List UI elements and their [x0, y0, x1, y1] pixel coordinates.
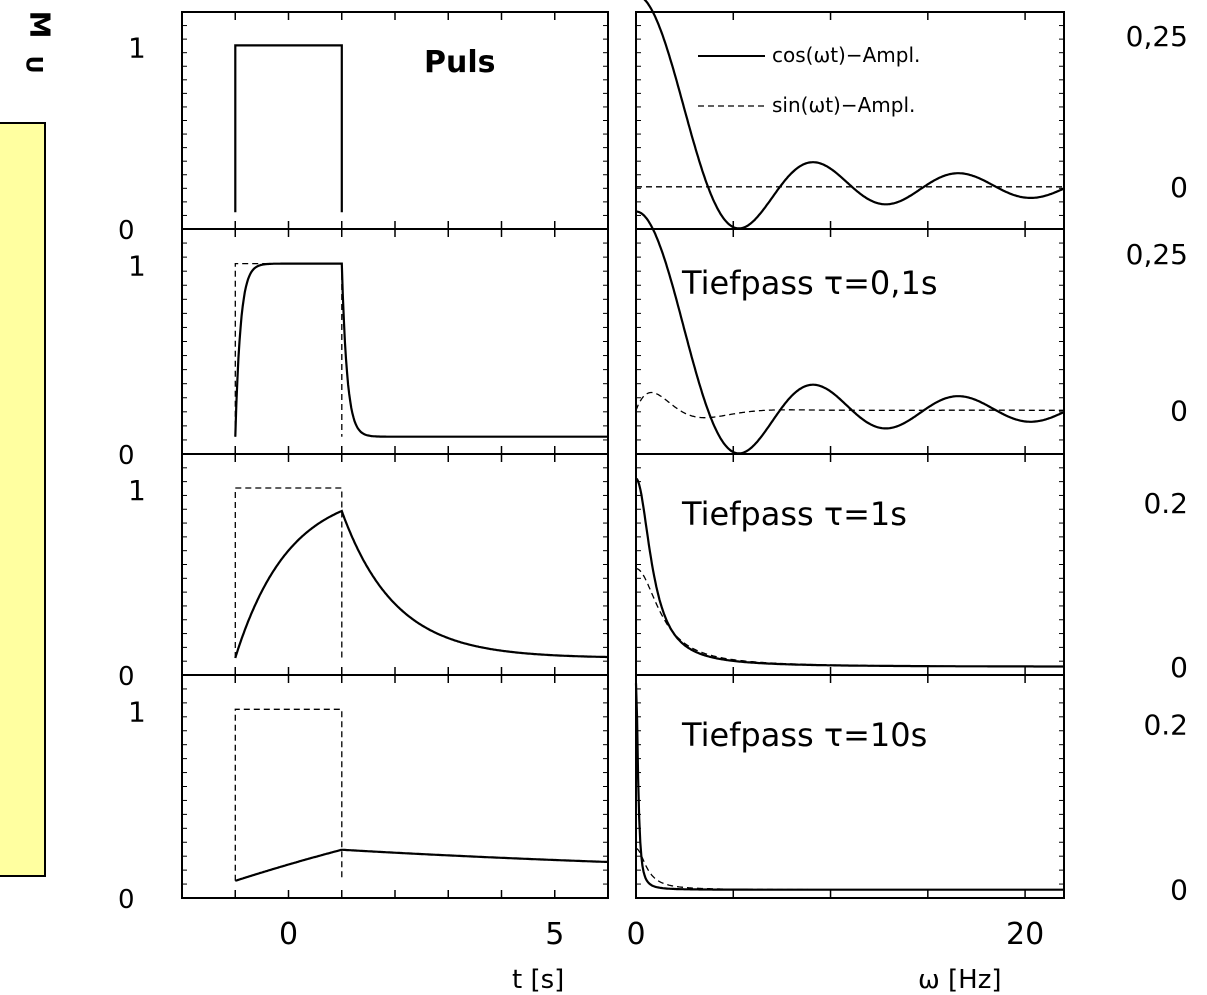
- plot-frame: [181, 453, 609, 676]
- series-line-dashed: [635, 567, 1064, 668]
- ytick-label-0: 0: [1170, 874, 1188, 907]
- plot-frame: [635, 674, 1065, 899]
- ytick-label-top: 0.2: [1143, 487, 1188, 520]
- series-line-solid: [234, 262, 608, 438]
- series-line-solid: [234, 848, 609, 882]
- xtick-label: 0: [626, 917, 645, 952]
- xtick-label: 20: [1006, 917, 1044, 952]
- series-line-solid: [643, 0, 1065, 230]
- xaxis-label-freq: ω [Hz]: [918, 965, 1002, 995]
- ytick-label-1: 1: [128, 474, 146, 507]
- legend-entry: sin(ωt)−Ampl.: [772, 93, 915, 117]
- panel-label: Tiefpass τ=1s: [681, 495, 907, 533]
- ytick-label-1: 1: [128, 250, 146, 283]
- ytick-label-1: 1: [128, 695, 146, 728]
- panel-label: Tiefpass τ=10s: [681, 716, 927, 754]
- series-line-dashed: [635, 847, 1064, 891]
- series-line-solid: [234, 509, 608, 659]
- plot-frame: [181, 228, 609, 455]
- ytick-label-0: 0: [1170, 171, 1188, 204]
- series-line-dashed: [635, 391, 1064, 419]
- xtick-label: 5: [545, 917, 564, 952]
- series-line-dashed: [234, 262, 343, 437]
- series-line-dashed: [234, 487, 343, 658]
- series-line-solid: [635, 210, 1065, 455]
- ytick-label-0: 0: [1170, 394, 1188, 427]
- series-line-dashed: [234, 708, 343, 881]
- ytick-label-top: 0,25: [1126, 20, 1188, 53]
- ytick-label-0: 0: [118, 885, 135, 915]
- panel-label: Puls: [424, 45, 495, 80]
- plot-frame: [635, 453, 1065, 676]
- series-line-solid: [234, 44, 343, 213]
- panel-label: Tiefpass τ=0,1s: [681, 264, 937, 302]
- side-panel: M U: [0, 0, 60, 900]
- legend-entry: cos(ωt)−Ampl.: [772, 43, 920, 67]
- yellow-info-box: [0, 122, 46, 877]
- plot-frame: [635, 228, 1065, 455]
- ytick-label-0: 0: [118, 441, 135, 471]
- plot-frame: [181, 674, 609, 899]
- ytick-label-0: 0: [1170, 651, 1188, 684]
- ytick-label-1: 1: [128, 31, 146, 64]
- series-line-solid: [634, 683, 1064, 891]
- ytick-label-top: 0.2: [1143, 709, 1188, 742]
- ytick-label-top: 0,25: [1126, 238, 1188, 271]
- xaxis-label-time: t [s]: [512, 965, 564, 995]
- ytick-label-0: 0: [118, 662, 135, 692]
- ytick-label-0: 0: [118, 216, 135, 246]
- xtick-label: 0: [279, 917, 298, 952]
